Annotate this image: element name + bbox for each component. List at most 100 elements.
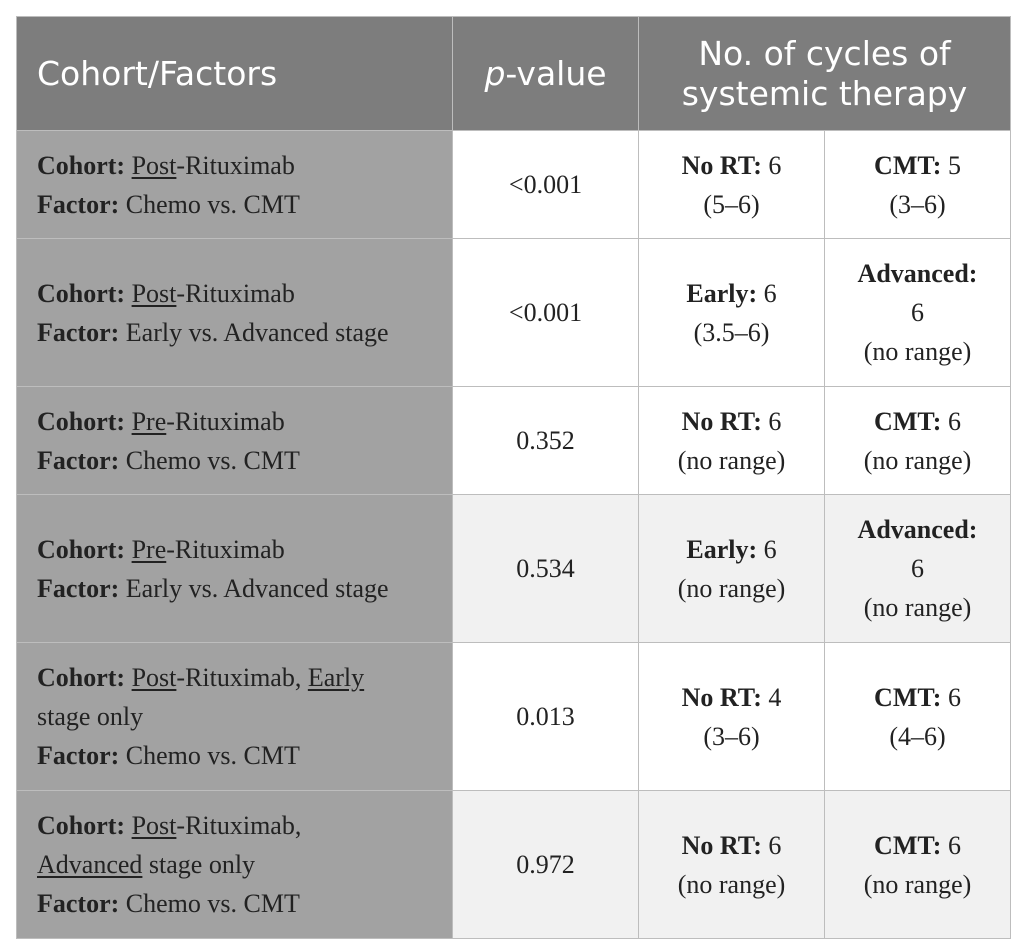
cohort-underlined: Post <box>131 663 177 692</box>
group-b-range: (no range) <box>863 445 972 475</box>
group-b-label: CMT: <box>874 682 942 712</box>
group-a-value: 6 <box>763 534 777 564</box>
cohort-text-stage: stage only <box>142 850 256 879</box>
table-row: Cohort: Post-Rituximab Factor: Early vs.… <box>16 238 1011 387</box>
cohort-factor-cell: Cohort: Post-Rituximab, Advanced stage o… <box>16 790 453 939</box>
cohort-text: -Rituximab <box>176 150 295 180</box>
cohort-label: Cohort: <box>37 406 126 436</box>
cycles-group-b-cell: CMT: 5 (3–6) <box>824 130 1011 239</box>
cohort-factor-cell: Cohort: Pre-Rituximab Factor: Chemo vs. … <box>16 386 453 495</box>
cohort-underlined: Post <box>131 278 177 308</box>
group-a-value: 6 <box>768 150 782 180</box>
factor-label: Factor: <box>37 445 120 475</box>
group-b-range: (3–6) <box>889 189 946 219</box>
group-a-range: (no range) <box>677 573 786 603</box>
header-p-value: p-value <box>452 16 639 131</box>
cohort-factor-cell: Cohort: Post-Rituximab Factor: Early vs.… <box>16 238 453 387</box>
cohort-underlined: Post <box>131 150 177 180</box>
factor-label: Factor: <box>37 317 120 347</box>
cohort-text: -Rituximab, <box>176 811 302 840</box>
table-row: Cohort: Post-Rituximab, Advanced stage o… <box>16 790 1011 939</box>
group-a-range: (no range) <box>677 445 786 475</box>
cycles-group-b-cell: CMT: 6 (4–6) <box>824 642 1011 791</box>
cohort-label: Cohort: <box>37 663 126 692</box>
cohort-text: -Rituximab, <box>176 663 308 692</box>
cycles-group-a-cell: No RT: 6 (5–6) <box>638 130 825 239</box>
group-a-value: 6 <box>768 406 782 436</box>
group-a-value: 6 <box>763 278 777 308</box>
group-a-range: (3.5–6) <box>693 317 770 347</box>
table-row: Cohort: Post-Rituximab Factor: Chemo vs.… <box>16 130 1011 239</box>
group-b-label: CMT: <box>874 150 942 180</box>
factor-text: Chemo vs. CMT <box>125 189 300 219</box>
group-a-range: (no range) <box>677 869 786 899</box>
cohort-underlined: Pre <box>131 406 167 436</box>
cohort-text: -Rituximab <box>166 406 285 436</box>
cohort-text: -Rituximab <box>166 534 285 564</box>
group-b-value: 6 <box>911 554 924 583</box>
group-b-label: CMT: <box>874 830 942 860</box>
factor-text: Chemo vs. CMT <box>125 445 300 475</box>
factor-text: Chemo vs. CMT <box>125 889 300 918</box>
group-a-range: (5–6) <box>703 189 760 219</box>
cycles-group-b-cell: Advanced: 6 (no range) <box>824 494 1011 643</box>
cohort-text-stage: stage only <box>37 702 144 731</box>
factor-text: Chemo vs. CMT <box>125 741 300 770</box>
cohort-text: -Rituximab <box>176 278 295 308</box>
cycles-group-a-cell: Early: 6 (3.5–6) <box>638 238 825 387</box>
header-p-italic: p <box>484 53 506 93</box>
factor-label: Factor: <box>37 741 120 770</box>
header-cycles: No. of cycles of systemic therapy <box>638 16 1011 131</box>
p-value-cell: 0.013 <box>452 642 639 791</box>
group-a-value: 6 <box>768 830 782 860</box>
group-a-label: No RT: <box>681 150 762 180</box>
p-value-cell: <0.001 <box>452 238 639 387</box>
cohort-underlined: Post <box>131 811 177 840</box>
cohort-label: Cohort: <box>37 150 126 180</box>
header-p-rest: -value <box>505 53 607 93</box>
group-a-label: No RT: <box>681 682 762 712</box>
group-b-range: (no range) <box>863 593 972 622</box>
table-header-row: Cohort/Factors p-value No. of cycles of … <box>16 16 1011 131</box>
group-b-value: 6 <box>947 830 961 860</box>
group-b-value: 5 <box>947 150 961 180</box>
factor-label: Factor: <box>37 189 120 219</box>
p-value-cell: 0.352 <box>452 386 639 495</box>
group-b-value: 6 <box>947 682 961 712</box>
group-b-value: 6 <box>947 406 961 436</box>
cycles-group-a-cell: No RT: 4 (3–6) <box>638 642 825 791</box>
cycles-group-a-cell: No RT: 6 (no range) <box>638 386 825 495</box>
cohort-label: Cohort: <box>37 534 126 564</box>
group-b-range: (no range) <box>863 337 972 366</box>
cycles-group-a-cell: No RT: 6 (no range) <box>638 790 825 939</box>
table-row: Cohort: Pre-Rituximab Factor: Chemo vs. … <box>16 386 1011 495</box>
factor-text: Early vs. Advanced stage <box>125 573 389 603</box>
factor-text: Early vs. Advanced stage <box>125 317 389 347</box>
cycles-group-a-cell: Early: 6 (no range) <box>638 494 825 643</box>
cohort-factor-cell: Cohort: Pre-Rituximab Factor: Early vs. … <box>16 494 453 643</box>
cohort-label: Cohort: <box>37 811 126 840</box>
cycles-group-b-cell: CMT: 6 (no range) <box>824 790 1011 939</box>
cohort-label: Cohort: <box>37 278 126 308</box>
group-a-value: 4 <box>768 682 782 712</box>
factor-label: Factor: <box>37 573 120 603</box>
cohort-underlined-stage: Early <box>307 663 365 692</box>
p-value-cell: <0.001 <box>452 130 639 239</box>
header-cohort-factors: Cohort/Factors <box>16 16 453 131</box>
table-row: Cohort: Pre-Rituximab Factor: Early vs. … <box>16 494 1011 643</box>
cohort-factor-cell: Cohort: Post-Rituximab Factor: Chemo vs.… <box>16 130 453 239</box>
table-row: Cohort: Post-Rituximab, Early stage only… <box>16 642 1011 791</box>
group-b-range: (4–6) <box>889 721 946 751</box>
cycles-group-b-cell: Advanced: 6 (no range) <box>824 238 1011 387</box>
group-a-label: Early: <box>686 534 758 564</box>
factor-label: Factor: <box>37 889 120 918</box>
group-a-range: (3–6) <box>703 721 760 751</box>
cohort-underlined-stage: Advanced <box>37 850 143 879</box>
group-b-label: CMT: <box>874 406 942 436</box>
cycles-group-b-cell: CMT: 6 (no range) <box>824 386 1011 495</box>
p-value-cell: 0.534 <box>452 494 639 643</box>
p-value-cell: 0.972 <box>452 790 639 939</box>
group-a-label: Early: <box>686 278 758 308</box>
group-b-range: (no range) <box>863 869 972 899</box>
group-b-value: 6 <box>911 298 924 327</box>
